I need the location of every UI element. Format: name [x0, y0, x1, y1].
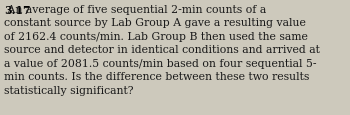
- Text: constant source by Lab Group A gave a resulting value: constant source by Lab Group A gave a re…: [4, 18, 306, 28]
- Text: min counts. Is the difference between these two results: min counts. Is the difference between th…: [4, 72, 309, 82]
- Text: a value of 2081.5 counts/min based on four sequential 5-: a value of 2081.5 counts/min based on fo…: [4, 58, 317, 68]
- Text: 3.17: 3.17: [4, 5, 31, 16]
- Text: statistically significant?: statistically significant?: [4, 85, 134, 95]
- Text: source and detector in identical conditions and arrived at: source and detector in identical conditi…: [4, 45, 320, 55]
- Text: of 2162.4 counts/min. Lab Group B then used the same: of 2162.4 counts/min. Lab Group B then u…: [4, 31, 308, 41]
- Text: An average of five sequential 2-min counts of a: An average of five sequential 2-min coun…: [4, 5, 266, 14]
